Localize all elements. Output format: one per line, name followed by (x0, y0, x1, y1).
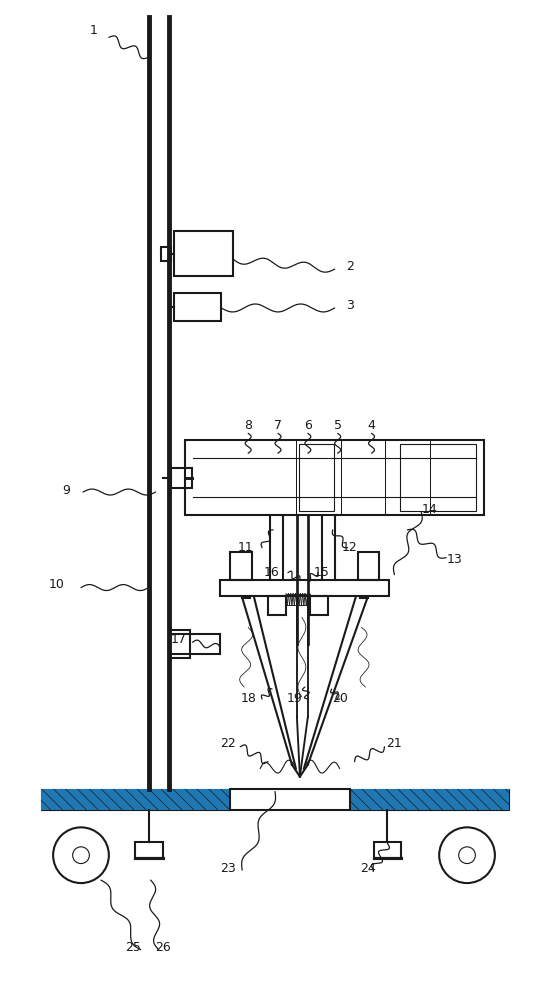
Text: 1: 1 (90, 24, 98, 37)
Bar (174, 231, 233, 276)
Text: 11: 11 (237, 541, 253, 554)
Bar (174, 293, 221, 321)
Text: 23: 23 (220, 862, 236, 875)
Bar (160, 247, 170, 261)
Text: 8: 8 (244, 419, 252, 432)
Text: 2: 2 (346, 260, 353, 273)
Bar (299, 444, 333, 511)
Bar (358, 552, 379, 580)
Bar (230, 552, 252, 580)
Text: 26: 26 (155, 941, 170, 954)
Bar (268, 596, 286, 615)
Text: 24: 24 (359, 862, 375, 875)
Text: 6: 6 (304, 419, 312, 432)
Text: 7: 7 (274, 419, 282, 432)
Text: 13: 13 (446, 553, 462, 566)
Text: 3: 3 (346, 299, 353, 312)
Bar (170, 468, 192, 488)
Text: 5: 5 (333, 419, 342, 432)
Text: 18: 18 (240, 692, 256, 705)
Bar (41, 789, 230, 810)
Bar (373, 842, 401, 858)
Text: 16: 16 (264, 566, 280, 579)
Bar (185, 440, 484, 515)
Text: 25: 25 (125, 941, 140, 954)
Text: 9: 9 (62, 484, 70, 497)
Text: 4: 4 (368, 419, 375, 432)
Bar (349, 789, 509, 810)
Bar (220, 580, 389, 596)
Text: 21: 21 (387, 737, 402, 750)
Bar (349, 789, 509, 810)
Bar (230, 789, 349, 810)
Text: 20: 20 (332, 692, 348, 705)
Bar (400, 444, 476, 511)
Text: 10: 10 (48, 578, 64, 591)
Text: 17: 17 (170, 633, 186, 646)
Text: 19: 19 (287, 692, 303, 705)
Bar (310, 596, 328, 615)
Text: 14: 14 (421, 503, 437, 516)
Bar (169, 630, 190, 658)
Text: 22: 22 (220, 737, 236, 750)
Text: 15: 15 (314, 566, 330, 579)
Bar (41, 789, 230, 810)
Bar (135, 842, 163, 858)
Text: 12: 12 (342, 541, 357, 554)
